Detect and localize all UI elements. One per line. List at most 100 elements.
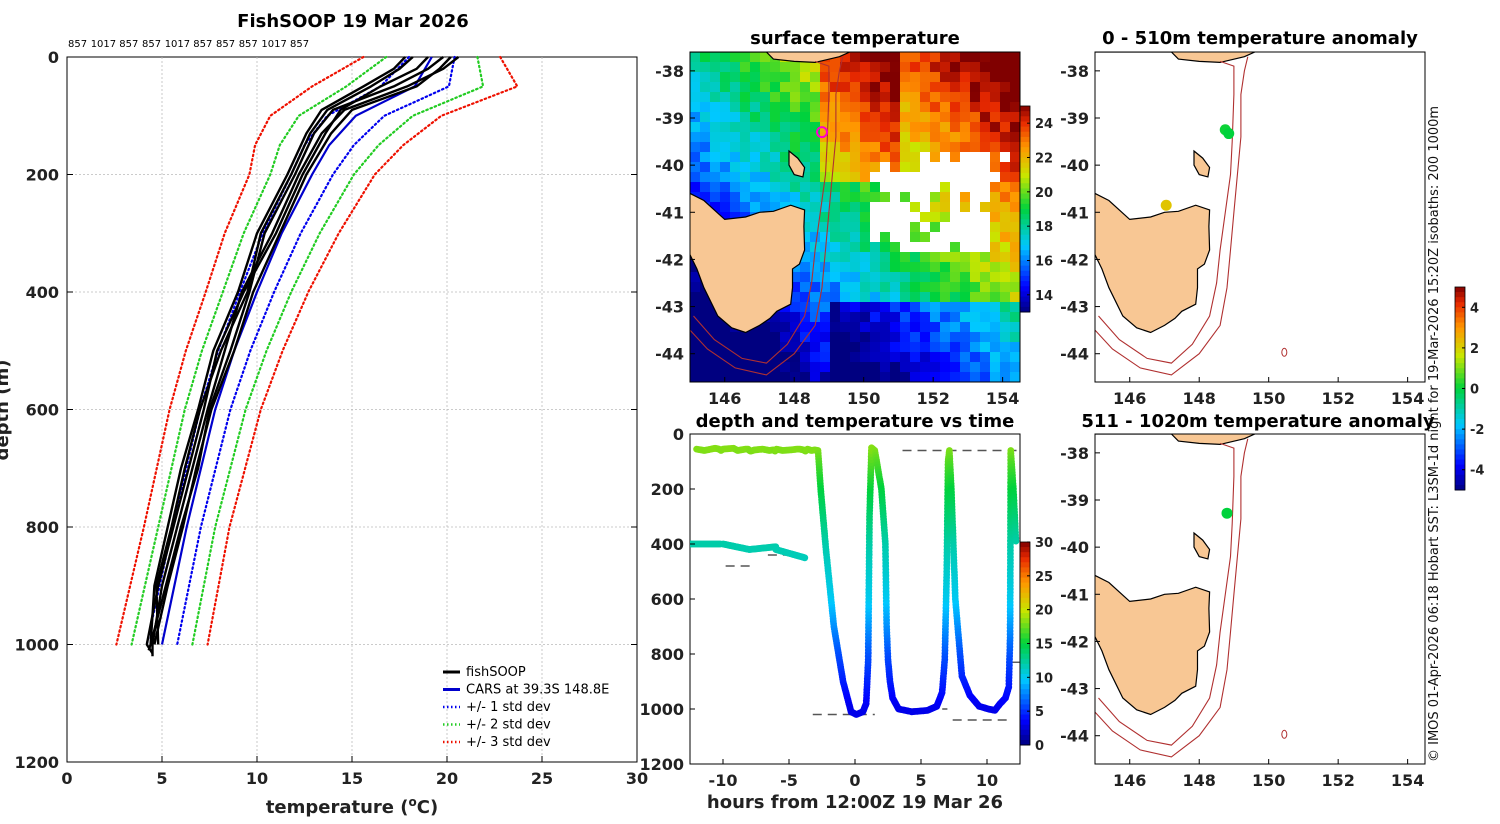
anomaly-upper-points bbox=[1160, 124, 1235, 211]
sst-cell bbox=[920, 152, 931, 163]
anomaly-colorbar-segment bbox=[1455, 398, 1465, 405]
sst-cell bbox=[870, 252, 881, 263]
anomaly-lower-points bbox=[1221, 507, 1233, 519]
sst-cell bbox=[720, 212, 731, 223]
sst-cell bbox=[940, 262, 951, 273]
sst-cell bbox=[970, 342, 981, 353]
anomaly-upper-panel: 0 - 510m temperature anomaly 146 148 150 15… bbox=[1060, 28, 1426, 408]
sst-cell bbox=[890, 332, 901, 343]
anomaly-colorbar-segment bbox=[1455, 403, 1465, 410]
sst-cell bbox=[990, 282, 1001, 293]
sst-colorbar-segment bbox=[1020, 131, 1030, 138]
sst-cell bbox=[1000, 232, 1011, 243]
sst-cell bbox=[830, 312, 841, 323]
sst-cell bbox=[880, 102, 891, 113]
sst-cell bbox=[900, 272, 911, 283]
sst-cell bbox=[970, 332, 981, 343]
fishsoop-profile-line bbox=[155, 56, 414, 645]
sst-cell bbox=[910, 262, 921, 273]
sst-cell bbox=[770, 122, 781, 133]
sst-colorbar-segment bbox=[1020, 198, 1030, 205]
sst-cell bbox=[690, 322, 701, 333]
sst-cell bbox=[750, 172, 761, 183]
sst-cell bbox=[920, 282, 931, 293]
sst-colorbar-segment bbox=[1020, 250, 1030, 256]
sst-cell bbox=[990, 242, 1001, 253]
sst-cell bbox=[900, 202, 911, 213]
sst-cell bbox=[700, 302, 711, 313]
legend-label: CARS at 39.3S 148.8E bbox=[466, 683, 609, 698]
sst-cell bbox=[730, 122, 741, 133]
sst-cell bbox=[970, 132, 981, 143]
sst-cell bbox=[900, 262, 911, 273]
sst-cell bbox=[790, 272, 801, 283]
sst-cell bbox=[810, 232, 821, 243]
sst-cell bbox=[840, 342, 851, 353]
sst-cell bbox=[890, 52, 901, 63]
sst-cell bbox=[880, 122, 891, 133]
land-flinders-island bbox=[788, 149, 806, 178]
sst-cell bbox=[700, 372, 711, 382]
sst-cell bbox=[880, 162, 891, 173]
sst-cell bbox=[950, 122, 961, 133]
sst-cell bbox=[900, 332, 911, 343]
sst-cell bbox=[890, 242, 901, 253]
sst-cell bbox=[970, 272, 981, 283]
sst-colorbar-tick-label: 18 bbox=[1035, 220, 1053, 235]
sst-cell bbox=[890, 142, 901, 153]
sst-cell bbox=[1000, 302, 1011, 313]
tick-label-lat: -43 bbox=[1060, 298, 1089, 317]
sst-cell bbox=[730, 212, 741, 223]
sst-cell bbox=[840, 322, 851, 333]
sst-cell bbox=[960, 172, 971, 183]
anomaly-point bbox=[1221, 507, 1233, 519]
sst-cell bbox=[1010, 202, 1020, 213]
sst-cell bbox=[930, 302, 941, 313]
sst-cell bbox=[930, 142, 941, 153]
sst-cell bbox=[990, 142, 1001, 153]
sst-cell bbox=[820, 272, 831, 283]
sst-cell bbox=[950, 312, 961, 323]
land-tasmania bbox=[1095, 192, 1211, 334]
sst-cell bbox=[820, 292, 831, 303]
drop-id-label: 857 bbox=[119, 39, 138, 50]
sst-cell bbox=[880, 222, 891, 233]
drop-id-label: 857 bbox=[290, 39, 309, 50]
sst-cell bbox=[930, 182, 941, 193]
sst-cell bbox=[1000, 72, 1011, 83]
sst-cell bbox=[720, 332, 731, 343]
sst-cell bbox=[700, 182, 711, 193]
anomaly-colorbar-segment bbox=[1455, 347, 1465, 354]
sst-cell bbox=[1000, 252, 1011, 263]
sst-cell bbox=[970, 92, 981, 103]
sst-cell bbox=[730, 82, 741, 93]
sst-cell bbox=[1000, 82, 1011, 93]
tick-label-y: 0 bbox=[48, 48, 59, 67]
sst-cell bbox=[960, 312, 971, 323]
sst-cell bbox=[860, 62, 871, 73]
sst-cell bbox=[950, 372, 961, 382]
sst-cell bbox=[690, 122, 701, 133]
sst-cell bbox=[930, 272, 941, 283]
sst-cell bbox=[780, 72, 791, 83]
sst-cell bbox=[960, 132, 971, 143]
sst-cell bbox=[970, 192, 981, 203]
tick-label-hours: -5 bbox=[780, 771, 798, 790]
sst-cell bbox=[1010, 272, 1020, 283]
sst-cell bbox=[890, 72, 901, 83]
sst-cell bbox=[910, 252, 921, 263]
sst-cell bbox=[840, 202, 851, 213]
sst-cell bbox=[920, 172, 931, 183]
sst-cell bbox=[790, 82, 801, 93]
sst-cell bbox=[760, 142, 771, 153]
sst-cell bbox=[940, 232, 951, 243]
sst-cell bbox=[1000, 342, 1011, 353]
depth-time-colorbar-segment bbox=[1020, 679, 1030, 685]
sst-cell bbox=[1010, 72, 1020, 83]
sst-cell bbox=[870, 282, 881, 293]
sst-cell bbox=[970, 282, 981, 293]
sst-cell bbox=[740, 102, 751, 113]
sst-cell bbox=[850, 102, 861, 113]
anomaly-upper-bg bbox=[1095, 52, 1425, 382]
sst-cell bbox=[740, 142, 751, 153]
